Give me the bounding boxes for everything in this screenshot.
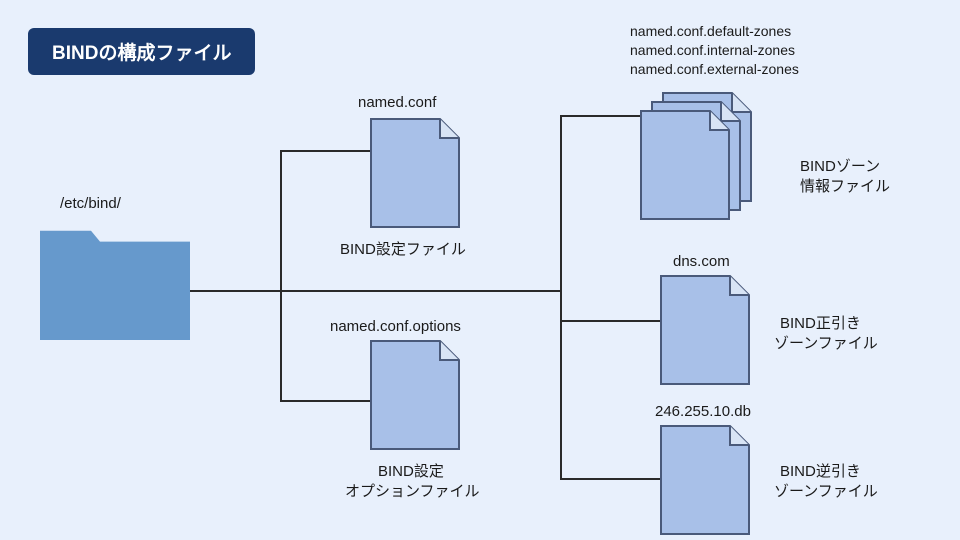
title-box: BINDの構成ファイル xyxy=(28,28,255,75)
file-reverse-zone xyxy=(660,425,750,540)
file-zones-stack xyxy=(640,90,780,230)
title-text: BINDの構成ファイル xyxy=(52,43,231,64)
file-options-desc1: BIND設定 xyxy=(378,460,444,481)
file-reverse-desc1: BIND逆引き xyxy=(780,460,861,481)
file-zones-desc2: 情報ファイル xyxy=(800,175,890,196)
file-reverse-desc2: ゾーンファイル xyxy=(774,480,878,501)
file-zones-filenames: named.conf.default-zonesnamed.conf.inter… xyxy=(630,22,799,79)
file-options-desc2: オプションファイル xyxy=(345,480,480,501)
file-forward-zone xyxy=(660,275,750,390)
file-reverse-filename: 246.255.10.db xyxy=(655,403,751,420)
file-named-conf-options xyxy=(370,340,460,455)
file-zones-desc1: BINDゾーン xyxy=(800,155,880,176)
folder-label: /etc/bind/ xyxy=(60,195,121,212)
file-forward-desc1: BIND正引き xyxy=(780,312,861,333)
file-named-conf-desc: BIND設定ファイル xyxy=(340,238,466,259)
file-forward-desc2: ゾーンファイル xyxy=(774,332,878,353)
folder-icon xyxy=(40,220,190,345)
file-named-conf xyxy=(370,118,460,233)
file-forward-filename: dns.com xyxy=(673,253,730,270)
file-options-filename: named.conf.options xyxy=(330,318,461,335)
file-named-conf-filename: named.conf xyxy=(358,94,436,111)
